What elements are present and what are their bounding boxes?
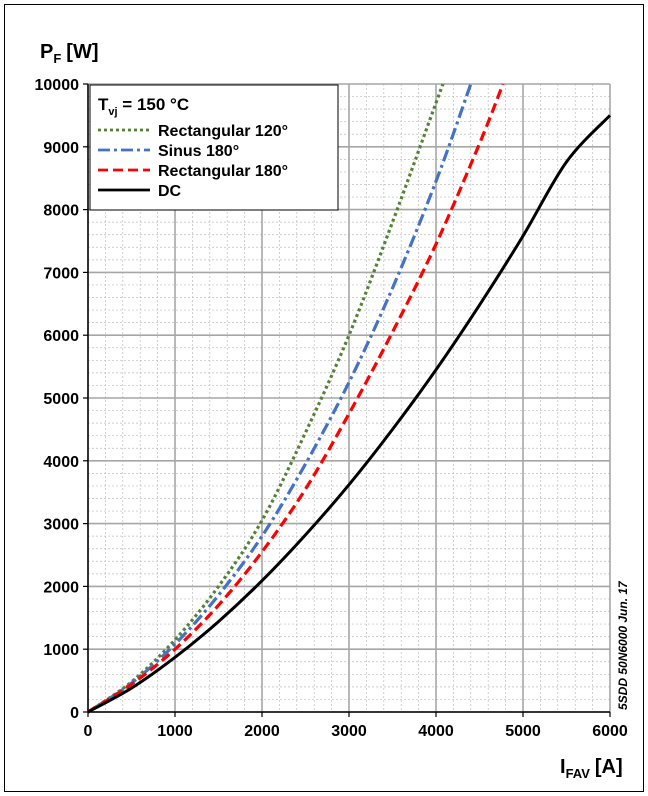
legend-condition-value: = 150 °C — [118, 95, 190, 114]
x-tick-label: 0 — [84, 723, 93, 740]
legend-condition-main: T — [98, 95, 109, 114]
series-line-rectangular-180 — [87, 83, 505, 714]
y-axis-title-main: P — [40, 41, 53, 63]
side-note: 5SDD 50N6000 Jun. 17 — [616, 580, 630, 710]
legend-condition-sub: vj — [108, 106, 117, 118]
series-layer — [87, 83, 612, 714]
y-tick-label: 5000 — [43, 391, 79, 408]
y-tick-label: 7000 — [43, 265, 79, 282]
y-axis-title: PF [W] — [40, 41, 99, 66]
x-tick-label: 5000 — [505, 723, 541, 740]
x-tick-label: 4000 — [418, 723, 454, 740]
legend-condition: Tvj = 150 °C — [98, 95, 189, 118]
x-axis-title-unit: [A] — [595, 756, 623, 778]
tick-layer: 0 1000 2000 3000 4000 5000 6000 0 1000 2000 3000 40… — [35, 77, 628, 740]
series-line-sinus-180 — [87, 83, 473, 714]
y-axis-title-sub: F — [53, 51, 61, 66]
x-tick-label: 1000 — [157, 723, 193, 740]
legend: Tvj = 150 °C Rectangular 120°Sinus 180°R… — [89, 84, 339, 211]
legend-label-rectangular-180: Rectangular 180° — [158, 163, 288, 180]
legend-label-sinus-180: Sinus 180° — [158, 143, 239, 160]
y-tick-label: 0 — [70, 705, 79, 722]
y-tick-label: 4000 — [43, 454, 79, 471]
y-tick-label: 3000 — [43, 517, 79, 534]
y-tick-label: 8000 — [43, 203, 79, 220]
y-axis-title-unit: [W] — [66, 41, 98, 63]
series-line-dc — [87, 114, 612, 714]
y-tick-label: 2000 — [43, 579, 79, 596]
y-tick-label: 9000 — [43, 140, 79, 157]
x-tick-label: 6000 — [592, 723, 628, 740]
x-axis-title-main: I — [560, 756, 566, 778]
y-tick-label: 10000 — [35, 77, 80, 94]
x-axis-title-sub: FAV — [566, 766, 591, 781]
series-line-rectangular-120 — [87, 83, 445, 714]
legend-label-rectangular-120: Rectangular 120° — [158, 123, 288, 140]
chart-frame — [4, 4, 644, 792]
legend-entries: Rectangular 120° Sinus 180° Rectangular 18… — [98, 123, 288, 200]
y-tick-label: 1000 — [43, 642, 79, 659]
y-tick-label: 6000 — [43, 328, 79, 345]
x-axis-title: IFAV [A] — [560, 756, 623, 781]
x-tick-label: 2000 — [244, 723, 280, 740]
legend-label-dc: DC — [158, 183, 182, 200]
x-tick-label: 3000 — [331, 723, 367, 740]
